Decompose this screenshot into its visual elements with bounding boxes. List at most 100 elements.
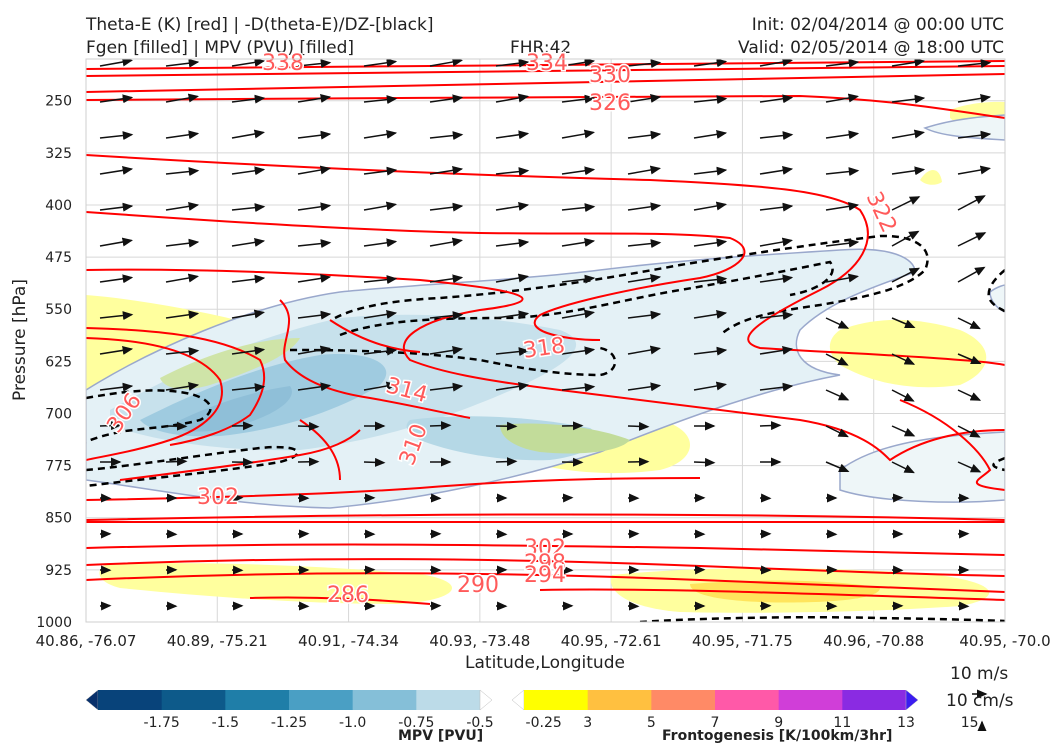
wind-vector (495, 130, 530, 140)
wind-vector (693, 166, 728, 176)
wind-vector (825, 389, 850, 401)
wind-vector (825, 461, 850, 473)
wind-vector (429, 165, 464, 175)
theta-e-contour (86, 520, 1005, 523)
colorbar-tick-label: 5 (647, 715, 656, 731)
wind-vector (99, 311, 134, 321)
colorbar-tick-label: 15 (961, 715, 979, 731)
wind-vector (363, 59, 398, 68)
y-tick-label: 775 (45, 459, 72, 475)
colorbar-segment (778, 690, 843, 710)
ddz-contour-middle (289, 346, 617, 377)
wind-vector (495, 167, 530, 177)
wind-vector (891, 230, 920, 247)
wind-vector (825, 273, 859, 283)
wind-vector (165, 457, 188, 467)
wind-vector (99, 237, 133, 247)
wind-vector (957, 266, 986, 283)
wind-vector (957, 59, 992, 69)
theta-e-contour (249, 596, 431, 605)
theta-e-contour (899, 399, 1005, 491)
theta-e-label: 286 (327, 583, 369, 608)
wind-vector (957, 425, 981, 438)
colorbar-segment (524, 690, 589, 710)
wind-vector (957, 353, 982, 365)
wind-vector (561, 94, 596, 104)
wind-vector (891, 389, 915, 402)
wind-vector (627, 165, 661, 175)
wind-vector (297, 59, 332, 69)
y-tick-label: 550 (45, 302, 72, 318)
ddz-contour-left-1 (86, 389, 212, 444)
wind-vector (231, 274, 266, 284)
theta-e-contour (329, 319, 421, 353)
theta-e-contour (86, 543, 1005, 556)
fgen-colorbar-label: Frontogenesis [K/100km/3hr] (662, 728, 893, 744)
ddz-contour-upper (334, 234, 929, 336)
wind-vector (825, 167, 860, 177)
x-tick-label: 40.86, -76.07 (36, 632, 137, 650)
wind-vector (825, 130, 860, 140)
colorbar-tick-label: 9 (774, 715, 783, 731)
wind-vector (495, 238, 530, 248)
fgen-area-right (829, 319, 987, 388)
theta-e-contour (539, 588, 1005, 601)
wind-vector (231, 166, 266, 176)
wind-vector (363, 95, 398, 105)
wind-vector (495, 347, 530, 357)
wind-vector (693, 201, 727, 211)
ddz-contour-right (987, 269, 1005, 313)
wind-vector (759, 345, 794, 355)
wind-vector (825, 59, 860, 68)
wind-vector (429, 237, 463, 247)
wind-vector (957, 232, 987, 247)
forecast-hour: FHR:42 (510, 38, 572, 58)
colorbar-arrow-left (511, 689, 525, 711)
theta-e-contour (86, 65, 1005, 77)
wind-vector (495, 457, 518, 467)
wind-vector (363, 201, 397, 211)
wind-vector (429, 59, 463, 67)
wind-vector (957, 130, 992, 140)
colorbar-segment (651, 690, 716, 710)
theta-e-label: 326 (589, 91, 631, 116)
wind-vector (561, 129, 595, 139)
wind-vector (363, 238, 398, 248)
wind-vector (759, 94, 794, 104)
wind-vector (825, 93, 859, 103)
wind-vector (759, 311, 794, 321)
wind-vector (165, 167, 200, 177)
colorbar-tick-label: -1.5 (212, 715, 239, 731)
wind-vector (165, 93, 199, 103)
title-line-1: Theta-E (K) [red] | -D(theta-E)/DZ-[blac… (86, 15, 434, 35)
wind-vector (99, 274, 134, 284)
ddz-contour-right-low (992, 456, 1005, 472)
wind-vector (429, 345, 464, 355)
wind-vector (825, 353, 849, 366)
theta-e-contour (119, 429, 361, 481)
x-axis-title: Latitude,Longitude (465, 653, 625, 673)
wind-vector (495, 201, 530, 211)
x-tick-label: 40.91, -74.34 (298, 632, 399, 650)
wind-vector (759, 165, 794, 175)
y-tick-label: 1000 (36, 615, 72, 631)
wind-vector (561, 383, 596, 393)
wind-vector (297, 202, 332, 212)
wind-vector (495, 273, 529, 283)
wind-vector (231, 237, 266, 247)
theta-e-contour (86, 73, 1005, 93)
colorbar-tick-label: 11 (833, 715, 851, 731)
wind-vector (363, 309, 398, 319)
x-tick-label: 40.95, -72.61 (561, 632, 662, 650)
mpv-far-right (989, 284, 1005, 313)
wind-vector (627, 382, 662, 392)
wind-vector (627, 421, 650, 431)
wind-vector (99, 202, 134, 212)
theta-e-contour (86, 337, 223, 461)
colorbar-tick-label: -0.75 (398, 715, 434, 731)
wind-vector (363, 129, 398, 139)
wind-vector (891, 166, 926, 176)
wind-vector (165, 59, 200, 68)
wind-vector (627, 345, 661, 355)
valid-time: Valid: 02/05/2014 @ 18:00 UTC (738, 38, 1004, 58)
